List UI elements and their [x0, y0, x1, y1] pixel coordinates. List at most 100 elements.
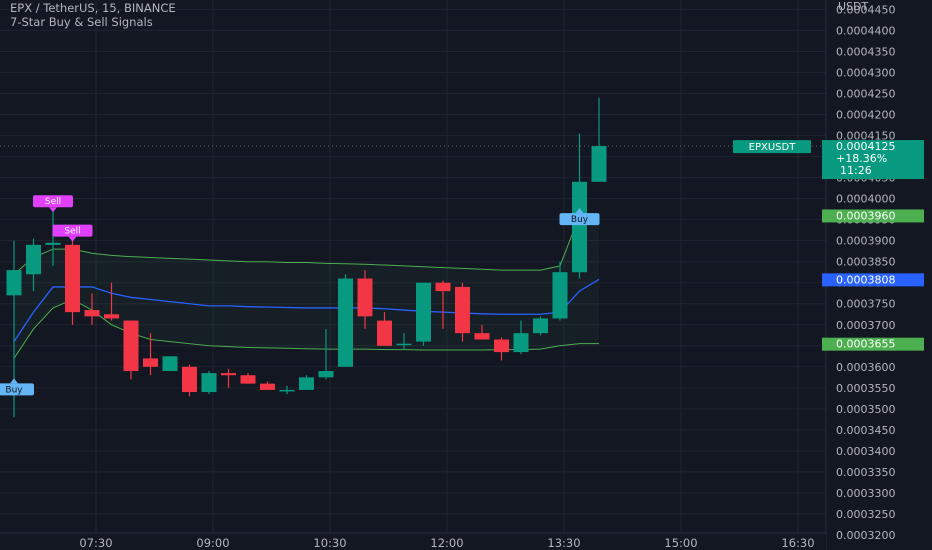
candle-body: [552, 272, 568, 319]
sell-signal: Sell: [52, 224, 93, 242]
indicator-title[interactable]: 7-Star Buy & Sell Signals: [10, 15, 153, 29]
candle-body: [494, 339, 509, 353]
candle: [65, 240, 80, 325]
candle-body: [45, 242, 61, 245]
last-price-badge: [822, 140, 924, 180]
candle: [377, 312, 392, 346]
candle-body: [435, 282, 451, 292]
price-tick-label: 0.0003750: [836, 298, 896, 311]
candle: [45, 211, 61, 266]
symbol-badge: [733, 140, 811, 154]
candle: [396, 333, 412, 350]
candle: [221, 368, 236, 388]
price-tick-label: 0.0003450: [836, 424, 896, 437]
candle: [162, 356, 178, 372]
candle-body: [533, 318, 548, 334]
price-tick-label: 0.0004400: [836, 24, 896, 37]
time-tick-label: 09:00: [196, 536, 229, 550]
last-price-value: 0.0004125: [836, 140, 896, 153]
sell-signal-label: Sell: [64, 227, 80, 237]
candle: [494, 337, 509, 361]
time-tick-label: 12:00: [430, 536, 463, 550]
price-tick-label: 0.0003550: [836, 382, 896, 395]
candle: [104, 282, 119, 321]
sell-signal-pointer: [68, 236, 77, 242]
time-tick-label: 16:30: [781, 536, 814, 550]
candle-body: [377, 320, 392, 346]
candle-body: [221, 373, 236, 376]
price-tick-label: 0.0004300: [836, 66, 896, 79]
candle: [338, 274, 353, 367]
candle-body: [474, 333, 490, 340]
candle-body: [65, 244, 80, 313]
symbol-title[interactable]: EPX / TetherUS, 15, BINANCE: [10, 1, 176, 15]
candle: [26, 238, 41, 292]
candle-body: [123, 320, 139, 372]
upper-band-line: [13, 214, 599, 275]
candle-body: [396, 343, 412, 346]
last-price-change: +18.36%: [836, 152, 887, 165]
buy-signal-pointer: [10, 378, 18, 384]
price-tick-label: 0.0003600: [836, 361, 896, 374]
candle-body: [201, 373, 217, 393]
candle-body: [318, 371, 334, 378]
candle-body: [143, 358, 158, 367]
price-tick-label: 0.0003250: [836, 508, 896, 521]
buy-signal-label: Buy: [571, 215, 589, 225]
candle-body: [182, 366, 197, 393]
buy-signal-box: [0, 383, 34, 396]
band-fill: [14, 215, 599, 359]
candle-body: [357, 278, 373, 317]
candle: [455, 282, 470, 342]
sell-signal-pointer: [49, 207, 57, 213]
candle: [182, 364, 197, 397]
candle-body: [416, 282, 431, 342]
symbol-badge-label: EPXUSDT: [749, 142, 797, 153]
candle-body: [84, 310, 100, 317]
level-badge: [822, 337, 924, 351]
candle: [552, 261, 568, 321]
signals: Sell Sell Buy Buy: [0, 195, 600, 395]
level-badge: [822, 273, 924, 287]
price-tick-label: 0.0004150: [836, 130, 896, 143]
time-tick-label: 13:30: [547, 536, 580, 550]
candle: [357, 270, 373, 329]
price-tick-label: 0.0004350: [836, 45, 896, 58]
price-axis: 0.0004450 0.0004400 0.0004350 0.0004300 0.00…: [733, 0, 932, 550]
time-axis: 07:30 09:00 10:30 12:00 13:30 15:00 16:30: [0, 532, 826, 550]
candle: [416, 282, 431, 346]
buy-signal: Buy: [559, 208, 600, 226]
candle-body: [299, 377, 314, 390]
candle: [123, 320, 139, 380]
candle: [260, 381, 275, 390]
sell-signal: Sell: [33, 195, 73, 213]
candle-body: [240, 375, 256, 384]
candle-body: [260, 383, 275, 390]
buy-signal-label: Buy: [5, 385, 23, 395]
time-axis-background: [0, 533, 826, 550]
price-tick-label: 0.0003850: [836, 256, 896, 269]
price-tick-label: 0.0003500: [836, 403, 896, 416]
sell-signal-box: [33, 195, 73, 208]
price-tick-label: 0.0003350: [836, 466, 896, 479]
candles: [6, 97, 607, 418]
price-tick-label: 0.0004250: [836, 88, 896, 101]
time-tick-label: 07:30: [79, 536, 112, 550]
sell-signal-box: [52, 224, 93, 237]
level-badge-label: 0.0003808: [836, 273, 896, 286]
candle-body: [6, 270, 22, 296]
price-tick-label: 0.0003700: [836, 319, 896, 332]
price-tick-label: 0.0003900: [836, 235, 896, 248]
candle-body: [279, 389, 295, 392]
bar-countdown: 11:26: [840, 164, 872, 177]
price-tick-label: 0.0004000: [836, 193, 896, 206]
candle: [533, 316, 548, 336]
candle: [84, 293, 100, 325]
buy-signal-box: [559, 213, 600, 226]
price-tick-label: 0.0003300: [836, 487, 896, 500]
candle-body: [26, 244, 41, 275]
price-tick-label: 0.0004200: [836, 109, 896, 122]
